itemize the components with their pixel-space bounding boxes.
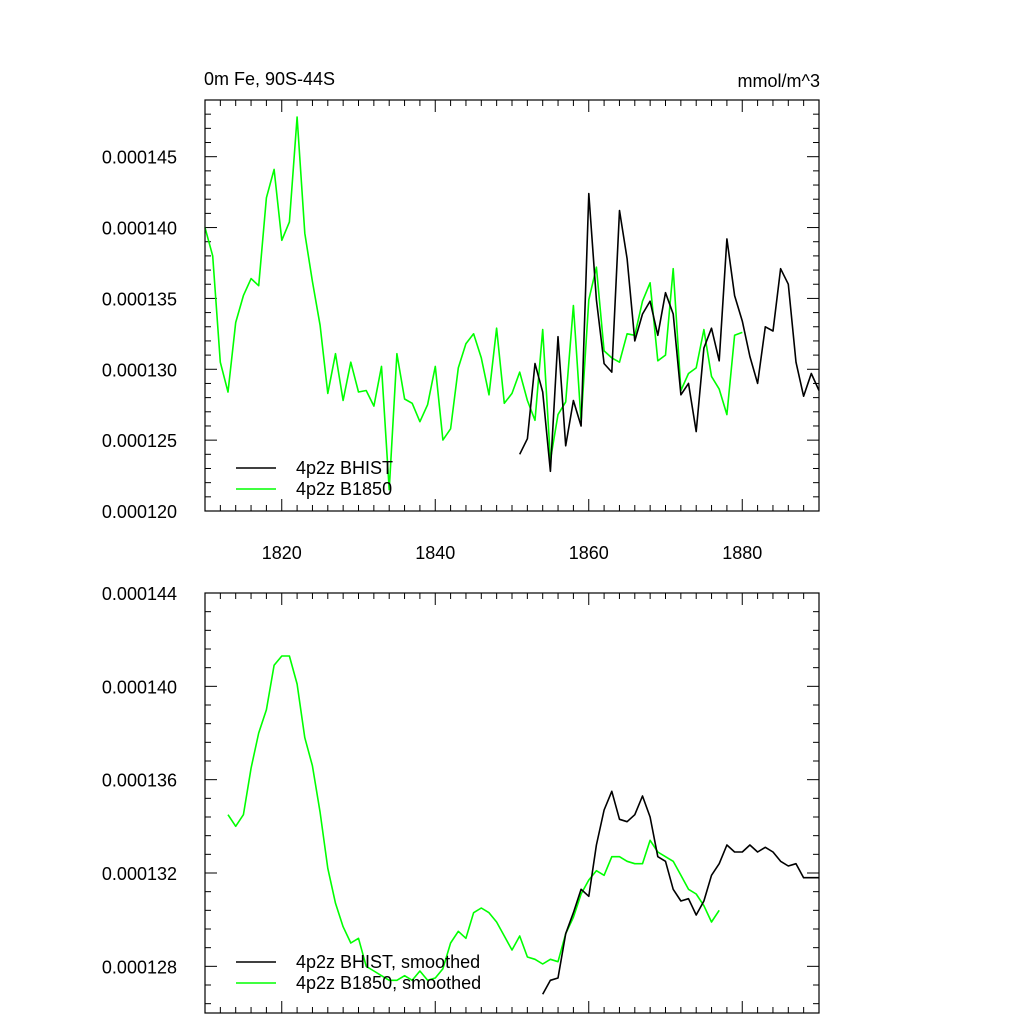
y-tick-label: 0.000120 xyxy=(102,502,177,522)
series-group xyxy=(227,655,819,995)
y-tick-label: 0.000125 xyxy=(102,431,177,451)
y-tick-label: 0.000128 xyxy=(102,957,177,977)
x-tick-label: 1820 xyxy=(262,543,302,563)
series-line xyxy=(204,116,743,491)
legend-label: 4p2z BHIST xyxy=(296,458,393,478)
tick-labels: 0.000128 0.000132 0.000136 0.000140 0.000144 xyxy=(102,584,177,977)
plot-frame xyxy=(204,99,820,512)
x-tick-label: 1860 xyxy=(569,543,609,563)
y-tick-label: 0.000145 xyxy=(102,148,177,168)
legend-label: 4p2z B1850 xyxy=(296,479,392,499)
bottom-panel: 0.000128 0.000132 0.000136 0.000140 0.000144… xyxy=(102,584,820,1014)
x-tick-label: 1880 xyxy=(722,543,762,563)
y-tick-label: 0.000130 xyxy=(102,360,177,380)
legend-label: 4p2z B1850, smoothed xyxy=(296,973,481,993)
legend-label: 4p2z BHIST, smoothed xyxy=(296,952,480,972)
series-line xyxy=(518,192,820,473)
series-line xyxy=(227,655,720,982)
axis-ticks xyxy=(204,99,820,512)
series-group xyxy=(204,116,820,491)
series-line xyxy=(541,790,819,995)
y-tick-label: 0.000135 xyxy=(102,289,177,309)
top-panel: 0m Fe, 90S-44S mmol/m^3 1820 1840 1860 1880… xyxy=(102,69,820,563)
panel-title-right: mmol/m^3 xyxy=(738,71,820,91)
panel-title-left: 0m Fe, 90S-44S xyxy=(204,69,335,89)
y-tick-label: 0.000140 xyxy=(102,219,177,239)
y-tick-label: 0.000136 xyxy=(102,771,177,791)
y-tick-label: 0.000132 xyxy=(102,864,177,884)
y-tick-label: 0.000140 xyxy=(102,677,177,697)
plot-frame xyxy=(204,592,820,1014)
y-tick-label: 0.000144 xyxy=(102,584,177,604)
tick-labels: 1820 1840 1860 1880 0.000120 0.000125 0.000130… xyxy=(102,148,762,563)
x-tick-label: 1840 xyxy=(415,543,455,563)
